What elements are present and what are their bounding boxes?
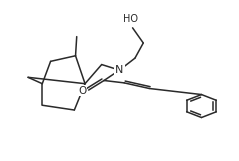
Text: O: O: [79, 86, 87, 96]
Text: HO: HO: [123, 14, 138, 24]
Text: N: N: [115, 65, 124, 75]
